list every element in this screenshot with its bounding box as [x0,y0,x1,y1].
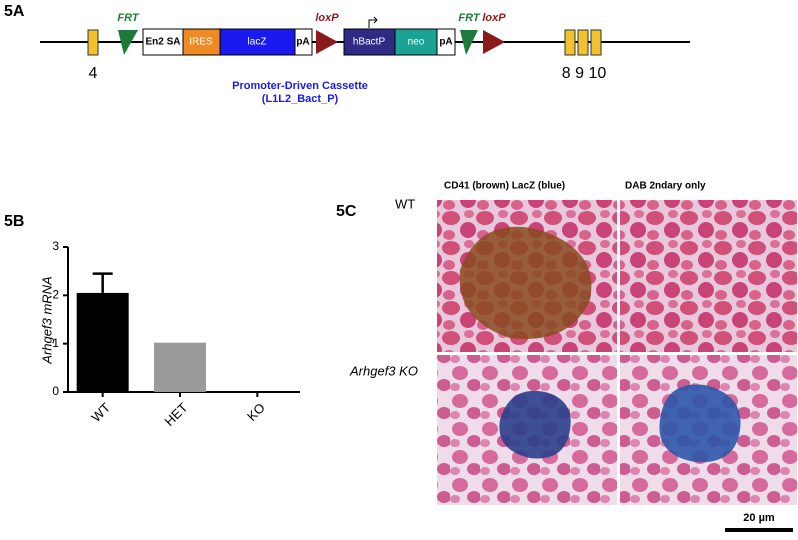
cassette-title: Promoter-Driven Cassette [232,80,368,92]
box-label: hBactP [353,37,386,48]
y-tick-label: 3 [52,239,59,253]
column-header: CD41 (brown) LacZ (blue) [444,181,565,192]
scale-label: 20 µm [743,512,775,524]
box-label: IRES [189,37,213,48]
blue-stain [659,384,741,463]
loxp-label: loxP [482,12,506,24]
blue-stain [499,390,571,459]
box-label: lacZ [248,37,267,48]
box-label: neo [408,37,425,48]
box [294,28,313,56]
box [142,28,184,56]
column-header: DAB 2ndary only [625,181,706,192]
panel-label: 5A [4,3,25,20]
cassette-id: (L1L2_Bact_P) [262,93,339,105]
bar [76,292,129,392]
loxp-site [316,30,338,54]
x-tick-label: KO [244,400,268,424]
box-label: pA [439,37,452,48]
y-tick-label: 0 [52,384,59,398]
panel-c: 5C CD41 (brown) LacZ (blue) DAB 2ndary o… [336,181,797,532]
y-axis-label: Arhgef3 mRNA [39,276,54,364]
x-tick-label: HET [162,400,191,429]
error-bar [92,272,113,293]
panel-label: 5B [4,213,24,230]
y-tick-label: 2 [52,288,59,302]
exon-label: 8 9 10 [562,65,607,82]
panel-a: 5A En2 SA IRES lacZ pA hBactP neo pA FRT… [4,3,690,105]
frt-label: FRT [458,12,480,24]
loxp-site [483,30,505,54]
exon [590,29,602,56]
bar [154,342,206,392]
box-label: pA [296,37,309,48]
frt-site [118,30,138,55]
brown-stain [459,226,592,339]
micrograph [620,200,797,352]
y-tick-label: 1 [52,336,59,350]
x-tick-label: WT [88,400,113,425]
box-label: En2 SA [145,37,180,48]
frt-label: FRT [117,12,139,24]
panel-label: 5C [336,203,357,220]
row-label: Arhgef3 KO [349,363,418,378]
box [219,28,296,56]
promoter-arrow [368,16,378,28]
exon-label: 4 [89,65,98,82]
exon [564,29,576,56]
box [394,28,438,56]
box [182,28,221,56]
row-label: WT [395,196,415,211]
exon [577,29,589,56]
loxp-label: loxP [315,12,339,24]
frt-site [460,30,478,55]
box [436,28,456,56]
exon [87,29,99,56]
panel-b: 5B Arhgef3 mRNA 0 1 2 3 WT HET KO [4,213,300,429]
